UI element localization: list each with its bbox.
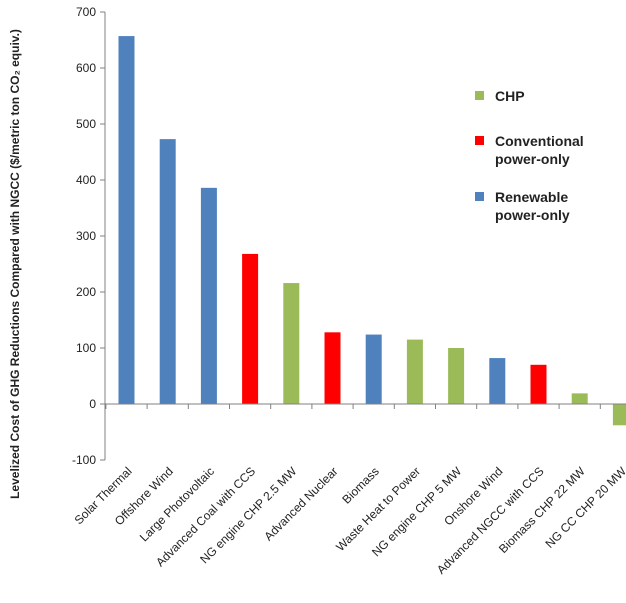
- bar-biomass: [365, 334, 382, 404]
- legend-label-renewable: power-only: [495, 207, 570, 223]
- bars: [118, 36, 626, 426]
- y-axis-label: Levelized Cost of GHG Reductions Compare…: [8, 29, 22, 499]
- y-tick-label: 100: [76, 341, 96, 355]
- y-tick-label: 0: [89, 397, 96, 411]
- bar-waste-heat-to-power: [406, 339, 423, 404]
- y-tick-label: 400: [76, 173, 96, 187]
- y-tick-label: 300: [76, 229, 96, 243]
- y-tick-label: 200: [76, 285, 96, 299]
- bar-advanced-coal-with-ccs: [242, 253, 259, 404]
- y-axis-ticks: -100 0 100 200 300 400 500 600 700: [72, 5, 105, 467]
- category-label: Biomass: [339, 464, 381, 506]
- legend-swatch-chp: [475, 91, 484, 100]
- legend-label-renewable: Renewable: [495, 189, 568, 205]
- bar-offshore-wind: [159, 139, 176, 404]
- legend-label-chp: CHP: [495, 88, 525, 104]
- bar-ng-cc-chp-20-mw: [612, 404, 626, 426]
- legend: CHP Conventional power-only Renewable power-…: [475, 88, 584, 223]
- y-axis-label-group: Levelized Cost of GHG Reductions Compare…: [8, 29, 22, 499]
- y-tick-label: -100: [72, 453, 96, 467]
- legend-label-conventional: Conventional: [495, 133, 584, 149]
- bar-advanced-nuclear: [324, 332, 341, 404]
- legend-swatch-conventional: [475, 136, 484, 145]
- y-tick-label: 600: [76, 61, 96, 75]
- bar-ng-engine-chp-2-5-mw: [283, 283, 300, 404]
- category-label: Advanced Nuclear: [261, 464, 340, 543]
- bar-solar-thermal: [118, 36, 135, 405]
- bar-advanced-ngcc-with-ccs: [530, 364, 547, 404]
- y-tick-label: 500: [76, 117, 96, 131]
- category-label: Large Photovoltaic: [137, 464, 217, 544]
- legend-swatch-renewable: [475, 192, 484, 201]
- bar-large-photovoltaic: [200, 187, 217, 404]
- legend-label-conventional: power-only: [495, 151, 570, 167]
- bar-ng-engine-chp-5-mw: [448, 348, 465, 404]
- axes: [104, 12, 626, 460]
- bar-biomass-chp-22-mw: [571, 393, 588, 404]
- bar-onshore-wind: [489, 358, 506, 404]
- y-tick-label: 700: [76, 5, 96, 19]
